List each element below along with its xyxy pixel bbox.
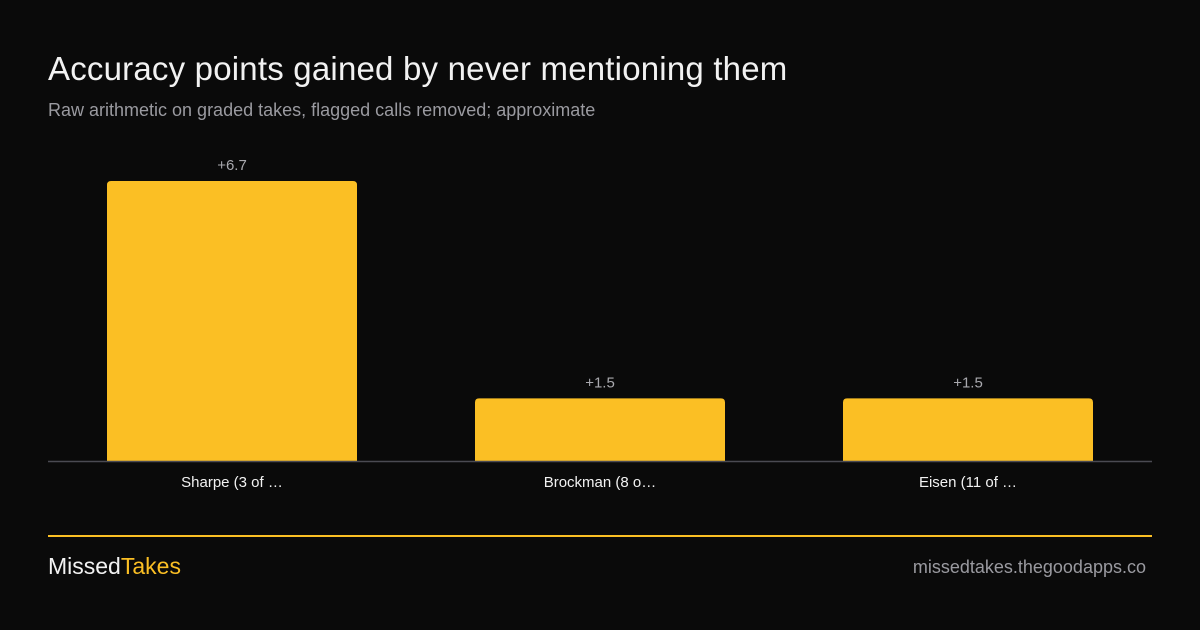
- bar-value-label: +1.5: [953, 374, 983, 391]
- category-label: Eisen (11 of …: [919, 474, 1017, 491]
- bar-value-label: +6.7: [217, 157, 247, 174]
- brand-logo: MissedTakes: [48, 553, 181, 580]
- site-url: missedtakes.thegoodapps.co: [912, 557, 1146, 577]
- category-label: Brockman (8 o…: [544, 474, 657, 491]
- chart-subtitle: Raw arithmetic on graded takes, flagged …: [48, 100, 596, 120]
- footer-divider: [48, 535, 1152, 537]
- chart-title: Accuracy points gained by never mentioni…: [48, 50, 788, 87]
- bar: [475, 398, 725, 461]
- bar-value-label: +1.5: [585, 374, 615, 391]
- brand-part-missed: Missed: [48, 553, 121, 579]
- bar: [843, 398, 1093, 461]
- brand-part-takes: Takes: [120, 553, 181, 579]
- bar: [107, 181, 357, 461]
- category-label: Sharpe (3 of …: [181, 474, 283, 491]
